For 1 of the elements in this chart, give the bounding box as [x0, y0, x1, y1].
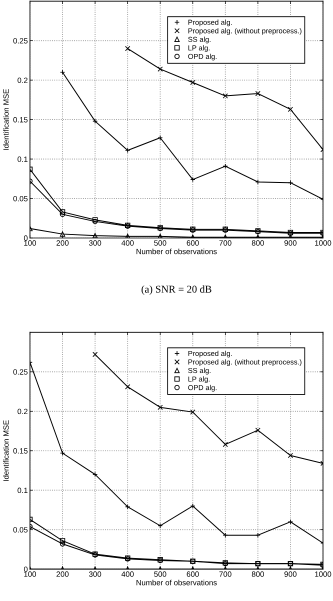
text: (a) SNR = 20 dB — [142, 285, 212, 295]
